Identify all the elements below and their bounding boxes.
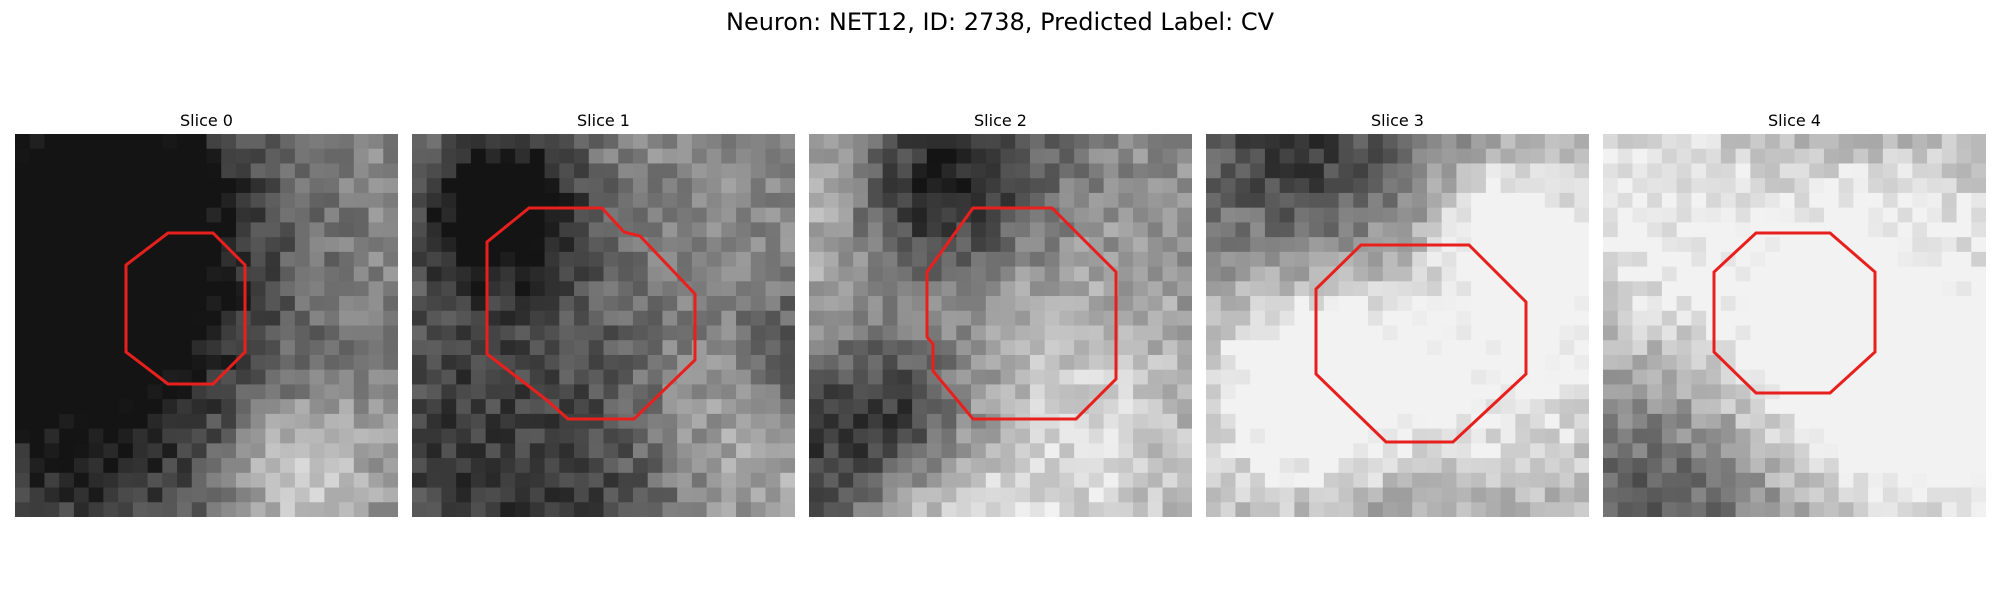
roi-outline <box>1314 243 1528 444</box>
roi-outline <box>124 231 247 386</box>
slice-panel-2: Slice 2 <box>809 110 1192 517</box>
slice-title: Slice 3 <box>1371 111 1424 130</box>
grayscale-micrograph <box>809 134 1192 517</box>
roi-outline <box>1712 231 1877 395</box>
roi-outline <box>925 206 1118 421</box>
slice-panel-0: Slice 0 <box>15 110 398 517</box>
slice-image <box>1206 134 1589 517</box>
figure-title: Neuron: NET12, ID: 2738, Predicted Label… <box>726 8 1274 36</box>
slice-image <box>809 134 1192 517</box>
slice-title: Slice 4 <box>1768 111 1821 130</box>
slice-panel-3: Slice 3 <box>1206 110 1589 517</box>
grayscale-micrograph <box>1206 134 1589 517</box>
slice-title: Slice 0 <box>180 111 233 130</box>
grayscale-micrograph <box>412 134 795 517</box>
slice-image <box>1603 134 1986 517</box>
slice-image <box>412 134 795 517</box>
slice-title: Slice 2 <box>974 111 1027 130</box>
slice-panel-1: Slice 1 <box>412 110 795 517</box>
grayscale-micrograph <box>15 134 398 517</box>
grayscale-micrograph <box>1603 134 1986 517</box>
roi-outline <box>485 206 697 421</box>
slice-panel-4: Slice 4 <box>1603 110 1986 517</box>
slice-title: Slice 1 <box>577 111 630 130</box>
slice-image <box>15 134 398 517</box>
